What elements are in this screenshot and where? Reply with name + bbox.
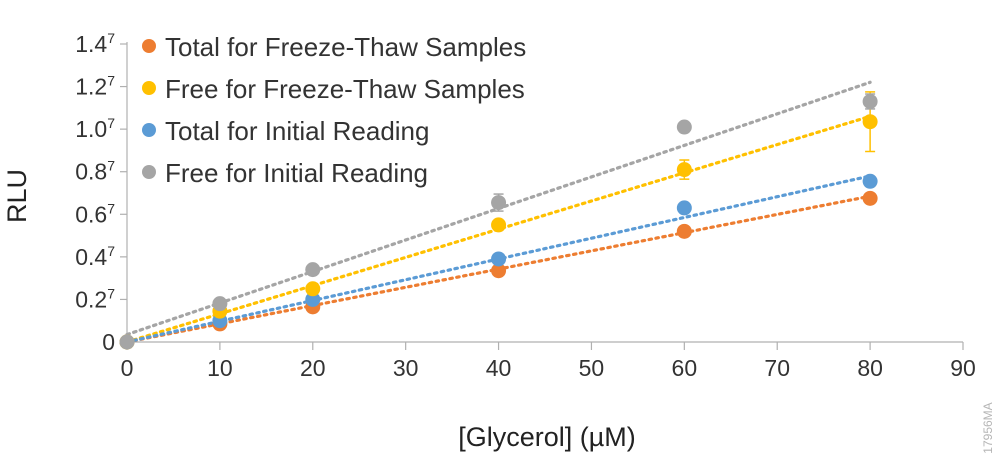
x-tick-label: 40	[486, 355, 512, 381]
x-tick-label: 0	[121, 355, 134, 381]
y-tick-label: 0.27	[75, 285, 115, 312]
legend-marker	[142, 123, 156, 137]
data-point	[676, 162, 692, 178]
y-tick-label: 1.27	[75, 73, 115, 100]
data-point	[862, 114, 878, 130]
legend-label: Free for Freeze-Thaw Samples	[165, 74, 525, 104]
legend-label: Free for Initial Reading	[165, 158, 428, 188]
data-points	[119, 93, 878, 350]
data-point	[862, 173, 878, 189]
x-tick-label: 90	[950, 355, 976, 381]
legend-marker	[142, 165, 156, 179]
data-point	[862, 190, 878, 206]
y-tick-label: 0.47	[75, 243, 115, 270]
y-tick-label: 1.07	[75, 115, 115, 142]
data-point	[491, 251, 507, 267]
x-axis-title: [Glycerol] (µM)	[458, 422, 636, 452]
data-point	[676, 119, 692, 135]
data-point	[305, 281, 321, 297]
data-point	[491, 217, 507, 233]
legend-label: Total for Freeze-Thaw Samples	[165, 32, 526, 62]
x-tick-label: 70	[764, 355, 790, 381]
data-point	[676, 200, 692, 216]
x-tick-label: 80	[857, 355, 883, 381]
data-point	[491, 263, 507, 279]
legend-marker	[142, 39, 156, 53]
y-axis-title: RLU	[2, 169, 32, 223]
data-point	[305, 262, 321, 278]
watermark-code: 17956MA	[981, 402, 995, 453]
y-tick-label: 0.87	[75, 158, 115, 185]
x-tick-label: 20	[300, 355, 326, 381]
data-point	[212, 296, 228, 312]
y-tick-label: 1.47	[75, 30, 115, 57]
y-tick-label: 0	[102, 329, 115, 355]
data-point	[305, 291, 321, 307]
legend: Total for Freeze-Thaw Samples Free for Fr…	[142, 32, 526, 188]
y-tick-label: 0.67	[75, 200, 115, 227]
legend-label: Total for Initial Reading	[165, 116, 429, 146]
x-tick-label: 60	[672, 355, 698, 381]
axes: 0 0.27 0.47 0.67 0.87 1.07 1.27 1.47 0 10 20 30 40 50…	[75, 30, 976, 381]
x-tick-label: 50	[579, 355, 605, 381]
legend-marker	[142, 81, 156, 95]
data-point	[119, 334, 135, 350]
data-point	[676, 223, 692, 239]
x-tick-label: 30	[393, 355, 419, 381]
data-point	[491, 195, 507, 211]
data-point	[862, 93, 878, 109]
x-tick-label: 10	[207, 355, 233, 381]
